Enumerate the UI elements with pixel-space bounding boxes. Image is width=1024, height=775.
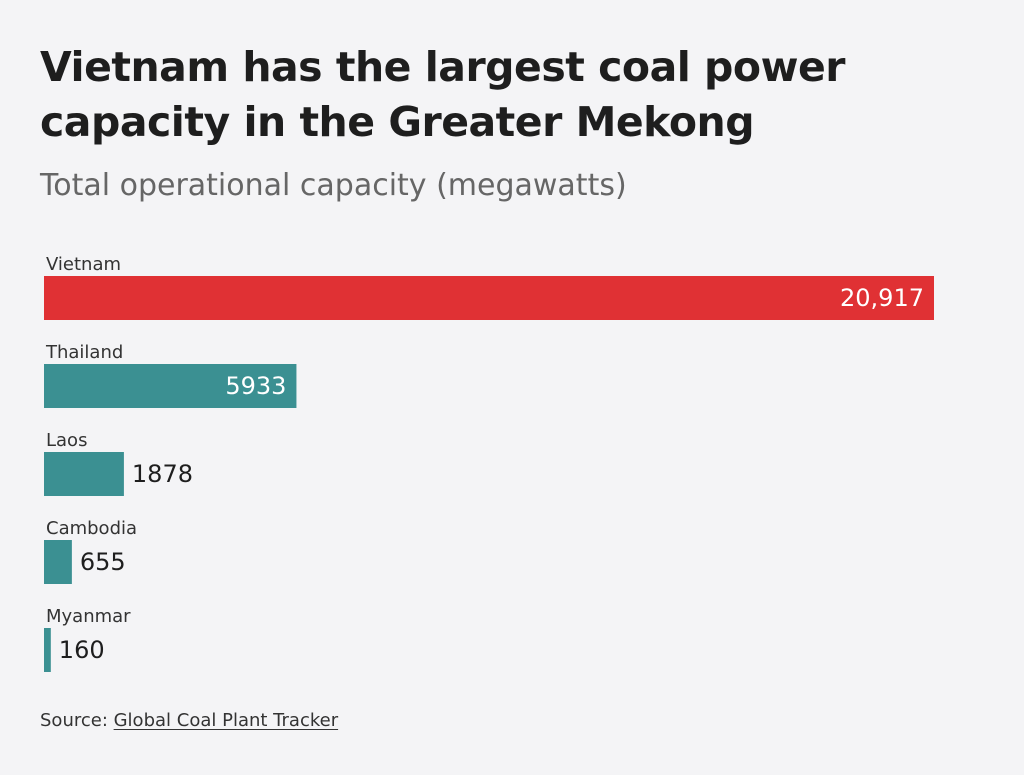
bar-vietnam: [44, 276, 934, 320]
bar-group-vietnam: Vietnam 20,917: [44, 254, 934, 320]
category-label-vietnam: Vietnam: [46, 254, 121, 275]
bar-cambodia: [44, 540, 72, 584]
source-note: Source: Global Coal Plant Tracker: [40, 708, 338, 734]
bar-thailand: [44, 364, 297, 408]
value-label-myanmar: 160: [59, 636, 105, 664]
bar-laos: [44, 452, 124, 496]
source-link[interactable]: Global Coal Plant Tracker: [113, 710, 339, 731]
value-label-laos: 1878: [132, 460, 193, 488]
bar-group-cambodia: Cambodia 655: [44, 518, 137, 584]
category-label-myanmar: Myanmar: [46, 606, 131, 627]
source-prefix: Source:: [40, 710, 114, 731]
chart-title: Vietnam has the largest coal power capac…: [40, 43, 845, 146]
bar-group-myanmar: Myanmar 160: [44, 606, 131, 672]
value-label-vietnam: 20,917: [840, 284, 924, 312]
value-label-cambodia: 655: [80, 548, 126, 576]
category-label-thailand: Thailand: [45, 342, 123, 363]
bar-group-laos: Laos 1878: [44, 430, 193, 496]
bar-chart: Vietnam 20,917 Thailand 5933 Laos 1878 Cambodi…: [44, 254, 934, 672]
bar-group-thailand: Thailand 5933: [44, 342, 297, 408]
category-label-laos: Laos: [46, 430, 87, 451]
value-label-thailand: 5933: [225, 372, 286, 400]
category-label-cambodia: Cambodia: [46, 518, 137, 539]
chart-subtitle: Total operational capacity (megawatts): [40, 168, 627, 203]
bar-myanmar: [44, 628, 51, 672]
